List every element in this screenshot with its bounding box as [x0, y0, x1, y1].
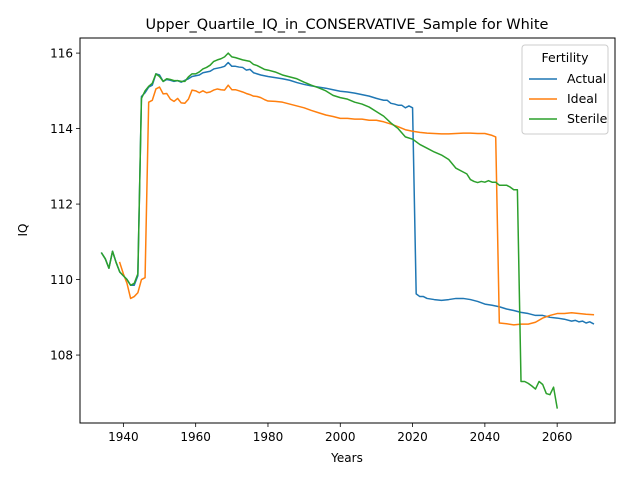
x-tick-label: 2060: [542, 430, 573, 444]
y-tick-label: 108: [50, 349, 73, 363]
x-tick-label: 1980: [253, 430, 284, 444]
chart-title: Upper_Quartile_IQ_in_CONSERVATIVE_Sample…: [146, 17, 549, 33]
y-tick-label: 110: [50, 273, 73, 287]
x-axis: 1940 1960 1980 2000 2020 2040 2060: [108, 423, 572, 444]
legend-entries: Actual Ideal Sterile: [529, 71, 608, 126]
legend-label-actual: Actual: [567, 71, 606, 86]
x-tick-label: 2020: [397, 430, 428, 444]
y-axis-label: IQ: [16, 224, 30, 237]
x-tick-label: 2000: [325, 430, 356, 444]
x-tick-label: 1940: [108, 430, 139, 444]
y-axis: 108 110 112 114 116: [50, 47, 80, 363]
y-tick-label: 116: [50, 47, 73, 61]
legend-title: Fertility: [542, 50, 590, 65]
x-tick-label: 2040: [470, 430, 501, 444]
x-axis-label: Years: [330, 451, 363, 465]
series-line-sterile: [100, 52, 559, 409]
legend-label-sterile: Sterile: [567, 111, 608, 126]
legend-frame: [521, 44, 609, 135]
legend-label-ideal: Ideal: [567, 91, 597, 106]
legend: Fertility Actual Ideal Sterile: [521, 44, 609, 135]
y-tick-label: 112: [50, 198, 73, 212]
series-line-ideal: [118, 84, 595, 326]
x-tick-label: 1960: [180, 430, 211, 444]
plot-area: [100, 52, 595, 409]
plot-frame: [79, 37, 616, 424]
y-tick-label: 114: [50, 122, 73, 136]
